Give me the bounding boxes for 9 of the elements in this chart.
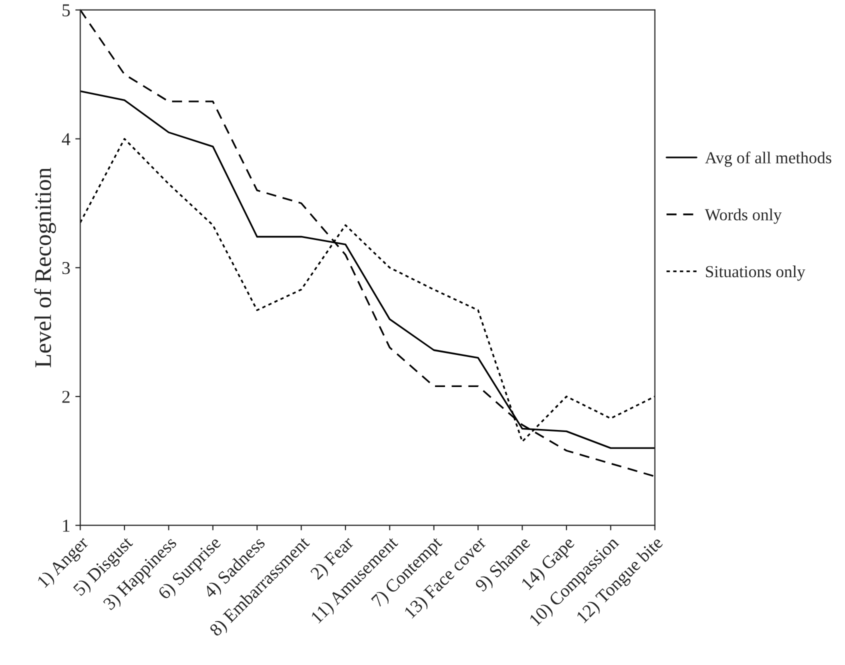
y-axis-title: Level of Recognition (34, 168, 56, 368)
y-tick-label: 3 (62, 262, 70, 274)
legend-label: Avg of all methods (705, 152, 832, 167)
y-tick-label: 4 (62, 133, 70, 146)
legend-label: Situations only (706, 266, 806, 281)
y-tick-label: 2 (62, 390, 70, 403)
y-tick-label: 5 (62, 4, 70, 16)
y-tick-label: 1 (63, 520, 70, 532)
legend-label: Words only (704, 208, 782, 224)
